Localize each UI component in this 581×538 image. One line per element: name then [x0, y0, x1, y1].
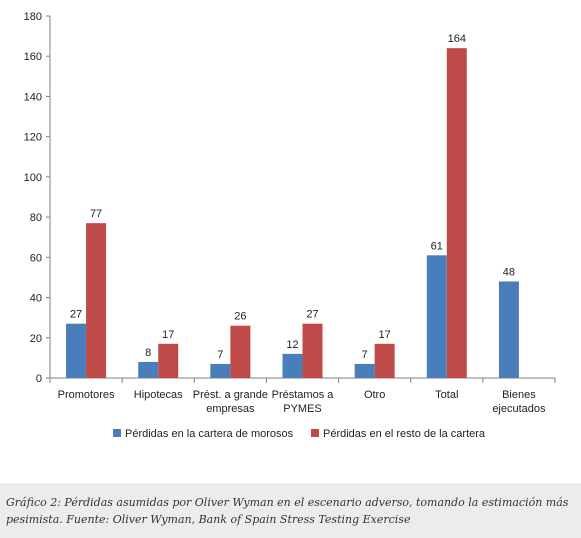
bars: [66, 48, 519, 379]
y-tick-label: 140: [24, 91, 42, 103]
data-label: 27: [306, 309, 318, 321]
bar: [138, 361, 159, 378]
legend-label: Pérdidas en el resto de la cartera: [323, 428, 486, 440]
bar: [66, 323, 87, 378]
y-tick-label: 20: [30, 333, 42, 345]
category-label: Prést. a grande: [193, 389, 268, 401]
y-tick-label: 100: [24, 172, 42, 184]
data-label: 7: [217, 349, 223, 361]
bar: [210, 363, 231, 378]
data-label: 17: [379, 329, 391, 341]
category-label: Promotores: [58, 389, 115, 401]
bar: [374, 343, 395, 378]
caption-band: [0, 483, 581, 538]
data-label: 12: [286, 339, 298, 351]
y-tick-label: 40: [30, 293, 42, 305]
category-label: Otro: [364, 389, 385, 401]
category-label: PYMES: [283, 403, 322, 415]
bar: [158, 343, 179, 378]
data-label: 61: [431, 240, 443, 252]
bar: [86, 223, 107, 378]
legend-swatch: [311, 429, 319, 437]
legend-swatch: [113, 429, 121, 437]
data-label: 26: [234, 311, 246, 323]
y-axis: 0 20 40 60 80 100 120 140 160 180: [24, 11, 51, 385]
data-label: 8: [145, 347, 151, 359]
data-label: 7: [362, 349, 368, 361]
y-tick-label: 160: [24, 51, 42, 63]
category-label: Préstamos a: [272, 389, 335, 401]
x-axis: Promotores Hipotecas Prést. a grande empres…: [49, 377, 556, 415]
bar: [446, 48, 467, 379]
bar: [282, 353, 303, 378]
bar: [302, 323, 323, 378]
data-label: 27: [70, 309, 82, 321]
category-label: empresas: [206, 403, 255, 415]
bar: [498, 281, 519, 378]
data-label: 164: [448, 33, 466, 45]
data-label: 77: [90, 208, 102, 220]
y-tick-label: 120: [24, 132, 42, 144]
data-label: 48: [503, 266, 515, 278]
category-label: Hipotecas: [134, 389, 183, 401]
data-label: 17: [162, 329, 174, 341]
y-tick-label: 180: [24, 11, 42, 23]
figure-caption: Gráfico 2: Pérdidas asumidas por Oliver …: [6, 496, 569, 526]
y-tick-label: 80: [30, 212, 42, 224]
bar: [230, 325, 251, 378]
category-label: Bienes: [502, 389, 536, 401]
legend-label: Pérdidas en la cartera de morosos: [125, 428, 294, 440]
bar: [426, 255, 447, 378]
data-labels: 27 77 8 17 7 26 12 27 7 17 61 164 48: [70, 33, 515, 361]
category-label: ejecutados: [492, 403, 546, 415]
y-tick-label: 60: [30, 252, 42, 264]
bar: [354, 363, 375, 378]
y-tick-label: 0: [36, 373, 42, 385]
legend: Pérdidas en la cartera de morosos Pérdida…: [113, 428, 486, 440]
category-label: Total: [435, 389, 458, 401]
